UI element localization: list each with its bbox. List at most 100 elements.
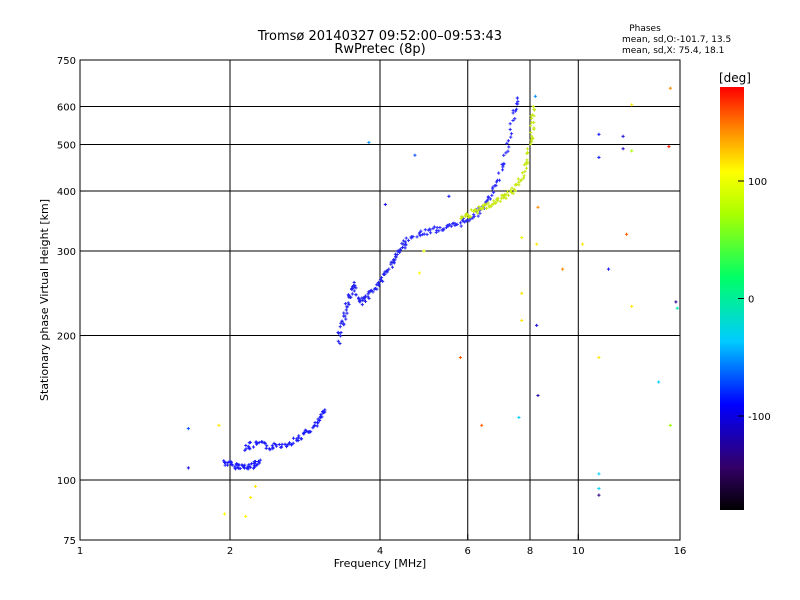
x-tick-label: 10 (572, 546, 585, 557)
trace-point (492, 202, 496, 206)
trace-point (491, 185, 495, 189)
trace-point (476, 211, 480, 215)
trace-point (497, 171, 501, 175)
trace-point (532, 126, 536, 130)
trace-point (530, 113, 534, 117)
axis-ticks: 1 2 4 6 8 10 16 75 100 200 300 400 500 600 750 (57, 56, 686, 557)
trace-point (242, 465, 246, 469)
trace-point (337, 331, 341, 335)
trace-point (513, 109, 518, 113)
trace-point (529, 130, 533, 135)
trace-point (475, 209, 479, 213)
grid-lines (80, 60, 680, 540)
trace-point (248, 440, 252, 445)
scatter-point (447, 194, 451, 198)
trace-point (348, 295, 352, 299)
trace-point (248, 465, 253, 469)
trace-point (515, 96, 520, 100)
trace-point (375, 283, 379, 287)
scattered-echoes (186, 86, 679, 518)
trace-point (403, 246, 407, 250)
trace-point (498, 199, 502, 203)
trace-point (237, 463, 241, 467)
scatter-point (668, 86, 672, 90)
trace-point (251, 445, 256, 449)
trace-point (271, 446, 275, 451)
trace-point (318, 416, 322, 420)
scatter-point (597, 132, 601, 136)
trace-point (309, 430, 313, 434)
trace-point (363, 299, 368, 304)
trace-point (459, 217, 463, 221)
trace-point (519, 178, 524, 182)
trace-point (486, 198, 490, 202)
trace-point (509, 132, 514, 136)
scatter-point (674, 300, 678, 304)
trace-point (321, 410, 325, 414)
trace-point (342, 311, 346, 315)
trace-point (244, 443, 248, 448)
x-tick-label: 8 (527, 546, 533, 557)
colorbar-tick-label: -100 (748, 412, 771, 423)
trace-point (494, 183, 498, 188)
scatter-point (535, 323, 539, 327)
trace-point (379, 276, 384, 280)
trace-point (315, 424, 319, 428)
chart-title: Tromsø 20140327 09:52:00–09:53:43 (257, 29, 502, 44)
trace-point (265, 444, 269, 448)
trace-point (311, 426, 315, 430)
trace-point (508, 122, 512, 126)
trace-point (529, 116, 534, 121)
trace-point (525, 147, 530, 151)
trace-point (343, 314, 347, 318)
trace-point (338, 325, 342, 329)
trace-point (411, 235, 415, 239)
scatter-point (186, 466, 190, 470)
trace-point (272, 441, 276, 446)
trace-point (449, 224, 453, 228)
trace-point (418, 234, 422, 238)
trace-point (506, 193, 511, 197)
trace-point (369, 288, 373, 293)
scatter-point (186, 426, 190, 431)
x-tick-label: 1 (77, 546, 83, 557)
trace-point (502, 161, 506, 166)
scatter-point (597, 486, 601, 491)
trace-point (513, 117, 517, 121)
trace-point (297, 434, 301, 438)
trace-point (502, 153, 506, 157)
trace-point (435, 225, 439, 230)
trace-point (401, 239, 406, 243)
trace-point (476, 214, 480, 218)
x-tick-label: 6 (465, 546, 471, 557)
trace-point (360, 303, 364, 307)
trace-point (428, 231, 433, 235)
trace-point (486, 201, 490, 205)
trace-point (274, 444, 279, 448)
scatter-point (675, 306, 679, 310)
trace-point (459, 224, 463, 228)
y-tick-label: 750 (57, 56, 76, 67)
x-axis-label: Frequency [MHz] (334, 557, 426, 570)
trace-point (484, 206, 489, 210)
trace-point (524, 160, 528, 165)
trace-point (532, 108, 536, 112)
trace-point (432, 225, 436, 229)
trace-point (346, 301, 350, 305)
trace-point (511, 192, 515, 196)
y-tick-label: 100 (57, 476, 76, 487)
scatter-point (244, 514, 248, 518)
trace-point (482, 202, 487, 206)
trace-point (339, 330, 343, 335)
scatter-point (535, 242, 539, 246)
trace-point (512, 187, 516, 191)
data-traces (222, 96, 536, 471)
trace-point (344, 308, 348, 312)
trace-point (488, 197, 493, 201)
trace-point (257, 461, 261, 465)
scatter-point (630, 304, 634, 309)
trace-point (350, 286, 354, 291)
colorbar-tick-label: 100 (748, 177, 767, 188)
scatter-point (630, 149, 634, 153)
trace-point (522, 174, 526, 178)
